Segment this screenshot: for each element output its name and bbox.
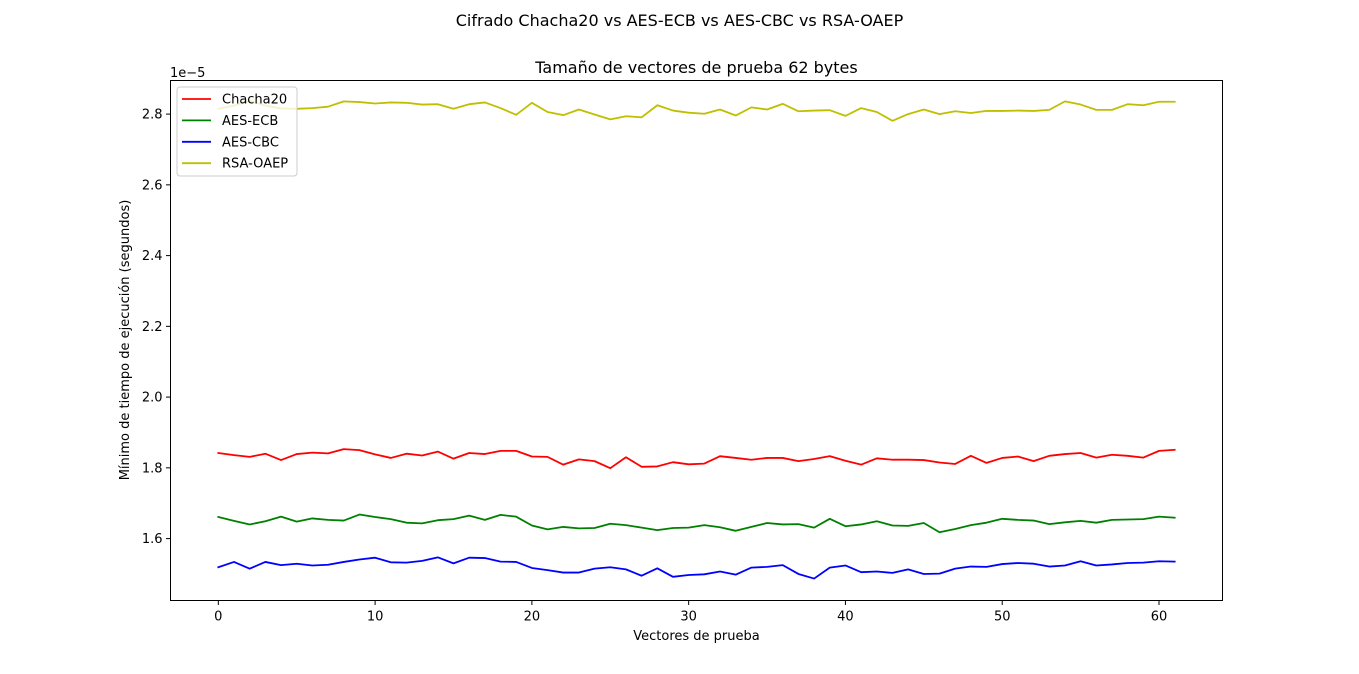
x-tick-label: 0 xyxy=(214,610,222,625)
x-tick-label: 60 xyxy=(1151,610,1168,625)
x-tick-label: 20 xyxy=(524,610,541,625)
series-line-rsa-oaep xyxy=(217,99,1176,122)
y-tick-label: 1.6 xyxy=(142,532,163,547)
chart-suptitle: Cifrado Chacha20 vs AES-ECB vs AES-CBC v… xyxy=(456,11,904,30)
y-tick-label: 2.0 xyxy=(142,391,163,406)
legend-box xyxy=(176,86,298,177)
x-tick-label: 40 xyxy=(837,610,854,625)
y-axis-label: Mínimo de tiempo de ejecución (segundos) xyxy=(118,200,133,481)
legend-label-aes-cbc: AES-CBC xyxy=(222,135,279,150)
x-axis-label: Vectores de prueba xyxy=(633,629,759,644)
y-tick-label: 2.4 xyxy=(142,249,163,264)
x-axis-ticks: 0 10 20 30 40 50 60 xyxy=(214,600,1168,625)
y-offset-label: 1e−5 xyxy=(170,66,205,81)
y-tick-label: 2.2 xyxy=(142,320,163,335)
y-tick-label: 2.6 xyxy=(142,178,163,193)
x-tick-label: 50 xyxy=(994,610,1011,625)
legend-label-chacha20: Chacha20 xyxy=(222,93,287,108)
series-line-chacha20 xyxy=(217,448,1176,470)
legend-label-aes-ecb: AES-ECB xyxy=(222,114,278,129)
chart-title: Tamaño de vectores de prueba 62 bytes xyxy=(534,58,857,77)
x-tick-label: 30 xyxy=(680,610,697,625)
x-tick-label: 10 xyxy=(367,610,384,625)
legend: Chacha20 AES-ECB AES-CBC RSA-OAEP xyxy=(176,86,298,177)
series-line-aes-cbc xyxy=(217,556,1176,580)
series-line-aes-ecb xyxy=(217,513,1176,534)
series-layer xyxy=(217,99,1176,580)
y-tick-label: 1.8 xyxy=(142,461,163,476)
legend-label-rsa-oaep: RSA-OAEP xyxy=(222,157,288,172)
y-axis-ticks: 1.6 1.8 2.0 2.2 2.4 2.6 2.8 xyxy=(142,108,171,547)
plot-area-frame xyxy=(170,80,1223,601)
y-tick-label: 2.8 xyxy=(142,108,163,123)
